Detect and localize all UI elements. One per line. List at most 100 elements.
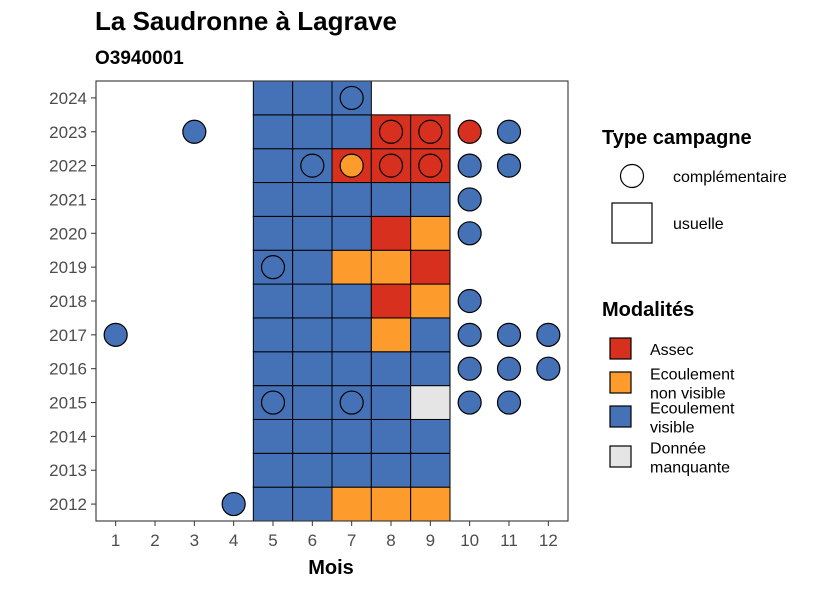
y-tick-label: 2013 bbox=[49, 461, 87, 480]
point-2017-1 bbox=[103, 322, 128, 347]
y-tick-label: 2019 bbox=[49, 258, 87, 277]
point-2017-10 bbox=[457, 322, 482, 347]
legend-label-modalite: visible bbox=[650, 420, 695, 437]
point-2015-5 bbox=[260, 390, 286, 415]
plot-area bbox=[95, 80, 569, 522]
tile-2024-6 bbox=[292, 80, 333, 116]
tile-2023-7 bbox=[331, 114, 372, 150]
tile-2014-6 bbox=[292, 418, 333, 454]
y-tick-label: 2015 bbox=[49, 394, 87, 413]
tile-2013-8 bbox=[370, 452, 412, 488]
point-2012-4 bbox=[221, 491, 246, 517]
tile-2012-9 bbox=[410, 486, 451, 522]
legend-modalites-title: Modalités bbox=[602, 299, 694, 321]
legend-label-complementaire: complémentaire bbox=[673, 169, 787, 186]
tile-2021-8 bbox=[370, 182, 412, 217]
tile-2018-8 bbox=[370, 283, 412, 319]
tile-2012-5 bbox=[252, 486, 294, 522]
y-tick-label: 2023 bbox=[49, 123, 87, 142]
point-2015-11 bbox=[496, 390, 522, 415]
point-2016-10 bbox=[457, 356, 482, 381]
point-2016-12 bbox=[536, 356, 561, 381]
legend-square-icon bbox=[611, 202, 653, 244]
tile-2013-5 bbox=[252, 452, 294, 488]
point-2023-10 bbox=[457, 119, 482, 144]
tile-2024-5 bbox=[252, 80, 294, 116]
y-tick-label: 2024 bbox=[49, 89, 87, 108]
tile-2017-9 bbox=[410, 317, 451, 353]
tile-2014-5 bbox=[252, 418, 294, 454]
tile-2013-9 bbox=[410, 452, 451, 488]
tile-2016-8 bbox=[370, 351, 412, 387]
tile-2013-7 bbox=[331, 452, 372, 488]
legend-label-modalite: non visible bbox=[650, 386, 726, 403]
legend-key-ecoulement-visible bbox=[609, 405, 632, 428]
tile-2018-9 bbox=[410, 283, 451, 319]
tile-2015-9 bbox=[410, 385, 451, 420]
x-tick-label: 1 bbox=[111, 531, 120, 550]
legend-key-assec bbox=[609, 337, 632, 360]
point-2022-10 bbox=[457, 153, 482, 178]
chart-subtitle: O3940001 bbox=[95, 48, 184, 69]
tile-2021-7 bbox=[331, 182, 372, 217]
y-tick-label: 2018 bbox=[49, 292, 87, 311]
point-2022-8 bbox=[378, 153, 404, 178]
tile-2013-6 bbox=[292, 452, 333, 488]
point-2023-8 bbox=[378, 119, 404, 144]
x-tick-label: 11 bbox=[500, 531, 518, 550]
tile-2012-7 bbox=[331, 486, 372, 522]
legend-label-modalite: Assec bbox=[650, 342, 694, 359]
y-tick-label: 2012 bbox=[49, 495, 87, 514]
point-2022-11 bbox=[496, 153, 522, 178]
legend-type-title: Type campagne bbox=[602, 127, 752, 149]
tile-2015-6 bbox=[292, 385, 333, 420]
point-2022-9 bbox=[418, 153, 443, 178]
legend-key-donn-e-manquante bbox=[609, 445, 632, 468]
tile-2017-6 bbox=[292, 317, 333, 353]
x-tick-label: 2 bbox=[150, 531, 159, 550]
x-axis: 1 2 3 4 5 6 7 8 9 10 11 12 bbox=[111, 521, 558, 550]
tile-2018-6 bbox=[292, 283, 333, 319]
tile-2022-5 bbox=[252, 148, 294, 184]
point-2017-11 bbox=[496, 322, 522, 347]
tile-2021-6 bbox=[292, 182, 333, 217]
point-2023-3 bbox=[182, 119, 207, 144]
tile-2018-5 bbox=[252, 283, 294, 319]
tile-2016-5 bbox=[252, 351, 294, 387]
legend-label-modalite: Ecoulement bbox=[650, 401, 735, 418]
x-tick-label: 7 bbox=[347, 531, 356, 550]
point-2017-12 bbox=[536, 322, 561, 347]
y-tick-label: 2021 bbox=[49, 190, 87, 209]
tile-2023-5 bbox=[252, 114, 294, 150]
x-tick-label: 8 bbox=[386, 531, 395, 550]
point-2022-7 bbox=[339, 153, 364, 178]
tile-2019-7 bbox=[331, 249, 372, 285]
legend-label-modalite: Ecoulement bbox=[650, 367, 735, 384]
tile-2023-6 bbox=[292, 114, 333, 150]
legend-label-modalite: Donnée bbox=[650, 441, 706, 458]
point-2022-6 bbox=[300, 153, 325, 178]
point-2023-11 bbox=[496, 119, 522, 144]
y-tick-label: 2014 bbox=[49, 427, 87, 446]
chart-title: La Saudronne à Lagrave bbox=[95, 6, 397, 36]
tile-2016-6 bbox=[292, 351, 333, 387]
y-tick-label: 2017 bbox=[49, 326, 87, 345]
x-tick-label: 12 bbox=[539, 531, 558, 550]
legend-label-modalite: manquante bbox=[650, 460, 730, 477]
tile-2016-9 bbox=[410, 351, 451, 387]
tile-2014-9 bbox=[410, 418, 451, 454]
complementaire-points bbox=[103, 85, 561, 517]
y-axis: 2012 2013 2014 2015 2016 2017 2018 2019 2020 2021… bbox=[49, 89, 96, 514]
point-2019-5 bbox=[260, 255, 286, 280]
point-2023-9 bbox=[418, 119, 443, 144]
x-tick-label: 6 bbox=[308, 531, 317, 550]
legend-type-campagne: Type campagne complémentaire usuelle bbox=[602, 127, 787, 244]
tile-2019-6 bbox=[292, 249, 333, 285]
point-2015-7 bbox=[339, 390, 364, 415]
tile-2014-7 bbox=[331, 418, 372, 454]
point-2024-7 bbox=[339, 85, 364, 111]
tile-2014-8 bbox=[370, 418, 412, 454]
x-tick-label: 5 bbox=[268, 531, 277, 550]
